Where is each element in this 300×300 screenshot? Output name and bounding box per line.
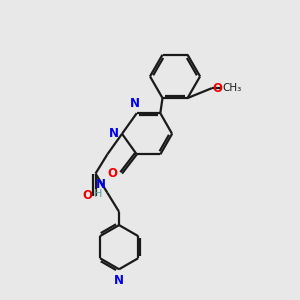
Text: H: H — [94, 189, 102, 199]
Text: O: O — [108, 167, 118, 180]
Text: N: N — [109, 127, 118, 140]
Text: O: O — [212, 82, 222, 95]
Text: N: N — [114, 274, 124, 287]
Text: CH₃: CH₃ — [222, 83, 242, 93]
Text: N: N — [129, 97, 140, 110]
Text: O: O — [82, 189, 93, 202]
Text: N: N — [96, 178, 106, 191]
